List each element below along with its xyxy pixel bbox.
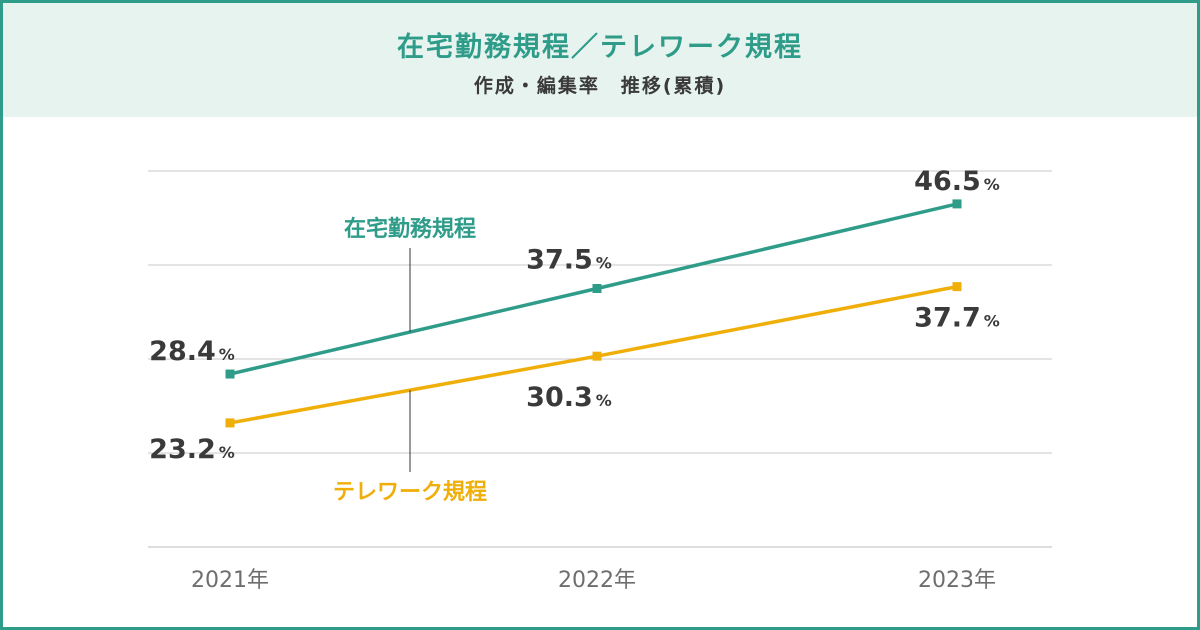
x-tick-label: 2022年 — [558, 568, 636, 593]
series-name-label: 在宅勤務規程 — [344, 216, 476, 242]
chart-title: 在宅勤務規程／テレワーク規程 — [397, 32, 803, 63]
data-label: 46.5% — [914, 166, 1000, 197]
series-name-label: テレワーク規程 — [333, 480, 487, 505]
data-point — [952, 282, 962, 292]
data-point — [592, 351, 602, 361]
data-label: 30.3% — [526, 382, 612, 413]
data-point — [225, 418, 235, 428]
x-tick-label: 2023年 — [918, 568, 996, 593]
data-label: 37.7% — [914, 303, 1000, 334]
data-point — [225, 369, 235, 379]
chart-header: 在宅勤務規程／テレワーク規程 作成・編集率 推移(累積) — [3, 3, 1197, 117]
data-point — [592, 284, 602, 293]
data-label: 23.2% — [149, 434, 235, 465]
x-tick-label: 2021年 — [191, 568, 269, 593]
data-label: 28.4% — [149, 336, 235, 367]
chart-subtitle: 作成・編集率 推移(累積) — [473, 75, 727, 97]
data-label: 37.5% — [526, 245, 612, 276]
data-point — [952, 199, 962, 209]
